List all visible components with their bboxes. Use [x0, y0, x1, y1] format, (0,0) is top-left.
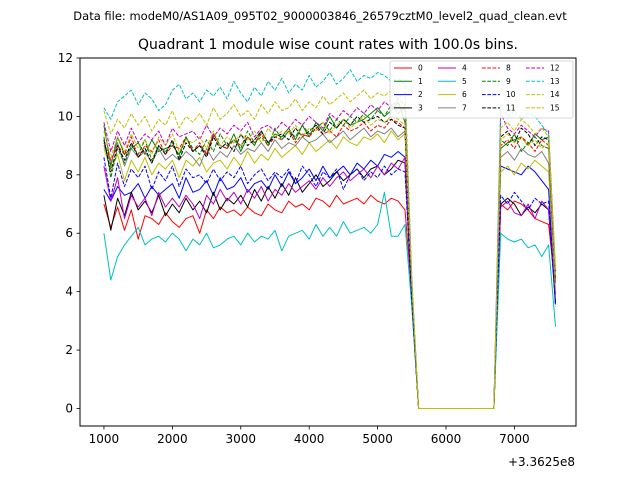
x-offset-label: +3.3625e8: [508, 455, 575, 469]
legend-label-1: 1: [418, 77, 423, 86]
legend-label-0: 0: [418, 64, 423, 73]
legend-label-4: 4: [462, 64, 467, 73]
x-tick-label: 4000: [294, 432, 325, 446]
y-tick-label: 4: [65, 285, 73, 299]
legend-label-15: 15: [550, 103, 560, 112]
figure-suptitle: Data file: modeM0/AS1A09_095T02_90000038…: [73, 9, 567, 23]
x-tick-label: 3000: [225, 432, 256, 446]
y-tick-label: 10: [58, 109, 73, 123]
y-tick-label: 6: [65, 226, 73, 240]
series-line-10: [103, 157, 556, 409]
x-tick-label: 6000: [431, 432, 462, 446]
legend-label-5: 5: [462, 77, 467, 86]
legend-label-10: 10: [506, 90, 516, 99]
legend-label-8: 8: [506, 64, 511, 73]
y-tick-label: 8: [65, 168, 73, 182]
legend-label-9: 9: [506, 77, 511, 86]
legend-label-11: 11: [506, 103, 516, 112]
series-line-15: [103, 115, 556, 409]
x-tick-label: 2000: [157, 432, 188, 446]
legend-label-7: 7: [462, 103, 467, 112]
legend-label-6: 6: [462, 90, 467, 99]
chart-title: Quadrant 1 module wise count rates with …: [138, 37, 518, 53]
series-layer: [103, 69, 556, 409]
legend-label-12: 12: [550, 64, 560, 73]
x-tick-label: 7000: [499, 432, 530, 446]
legend-label-13: 13: [550, 77, 560, 86]
legend-label-3: 3: [418, 103, 423, 112]
legend-box: [389, 60, 574, 119]
plot-frame: [79, 57, 577, 427]
legend-label-14: 14: [550, 90, 560, 99]
x-tick-label: 1000: [89, 432, 120, 446]
y-tick-label: 2: [65, 343, 73, 357]
legend-label-2: 2: [418, 90, 423, 99]
y-tick-label: 12: [58, 51, 73, 65]
x-tick-label: 5000: [362, 432, 393, 446]
y-tick-label: 0: [65, 401, 73, 415]
